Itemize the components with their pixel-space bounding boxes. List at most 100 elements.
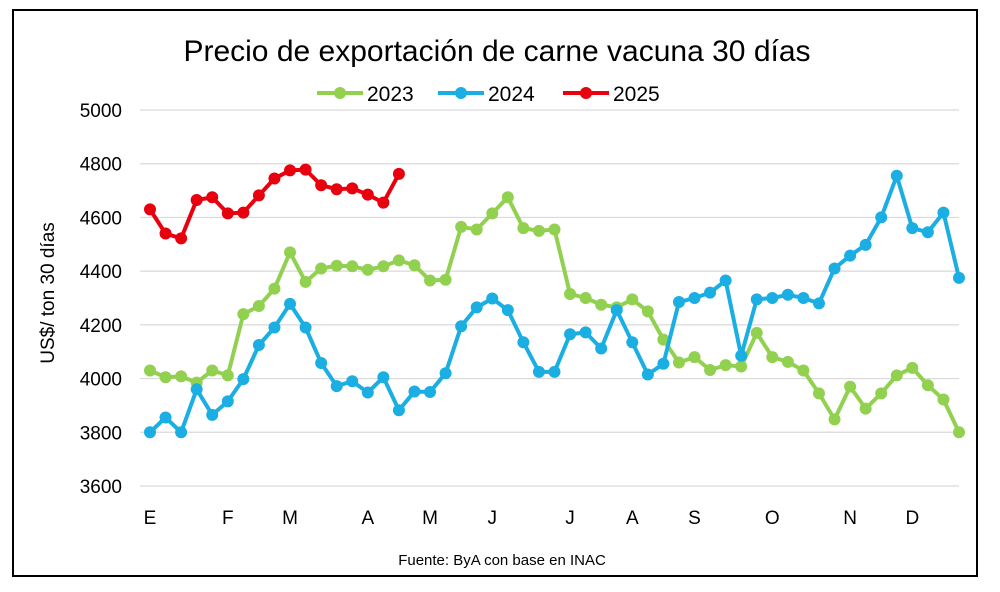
data-point-2024 [299,321,312,334]
series-line-2024 [148,173,961,435]
data-point-2023 [688,351,701,364]
data-point-2025 [144,203,156,216]
data-point-2024 [859,238,872,251]
data-point-2024 [844,249,857,262]
data-point-2024 [424,386,437,398]
data-point-2023 [797,364,810,377]
x-tick-label: S [688,508,701,529]
chart-frame: Precio de exportación de carne vacuna 30… [12,9,978,577]
x-tick-label: M [422,508,438,529]
data-point-2024 [937,206,950,219]
data-point-2023 [937,393,950,406]
data-point-2024 [657,357,670,370]
data-point-2025 [361,188,374,201]
x-tick-label: A [626,508,639,529]
data-point-2023 [828,413,841,426]
data-point-2024 [470,301,483,314]
data-point-2025 [206,191,219,204]
legend-item-2025: 2025 [563,83,660,106]
data-point-2024 [595,342,608,355]
data-point-2025 [190,193,203,206]
data-point-2024 [953,271,965,284]
x-tick-label: M [282,508,298,529]
data-point-2023 [641,305,654,318]
data-point-2023 [408,259,421,272]
data-point-2023 [657,333,670,346]
data-point-2025 [252,189,265,202]
data-point-2024 [159,411,172,424]
data-point-2024 [221,395,234,408]
data-point-2024 [548,365,561,378]
x-tick-label: J [488,508,498,529]
data-point-2023 [517,222,530,235]
data-point-2023 [439,273,452,286]
data-point-2024 [377,371,390,384]
data-point-2023 [672,356,685,369]
data-point-2023 [346,260,359,273]
data-point-2023 [361,263,374,276]
data-point-2023 [906,361,919,374]
data-point-2023 [704,363,717,376]
data-point-2023 [424,274,437,287]
y-tick-label: 4000 [80,370,122,391]
data-point-2024 [890,169,903,182]
data-point-2024 [688,292,701,304]
x-tick-label: J [565,508,575,529]
data-point-2023 [470,223,483,236]
data-point-2023 [844,380,857,393]
data-point-2023 [315,262,328,275]
legend-label: 2023 [367,83,414,106]
data-point-2024 [392,404,405,417]
data-point-2024 [641,368,654,381]
data-point-2024 [268,321,281,334]
data-point-2024 [750,293,763,306]
legend-label: 2024 [488,83,535,106]
data-point-2024 [719,274,732,287]
data-point-2023 [392,254,405,267]
data-point-2024 [439,367,452,380]
data-point-2023 [921,379,934,392]
data-point-2023 [268,282,281,295]
data-point-2024 [906,222,919,235]
data-point-2024 [875,211,888,224]
data-point-2025 [159,227,172,240]
x-tick-label: D [905,508,919,529]
series-layer [144,163,965,439]
x-tick-label: F [222,508,234,529]
data-point-2023 [237,308,250,321]
data-point-2023 [859,402,872,415]
x-tick-label: E [144,508,157,529]
source-note: Fuente: ByA con base en INAC [398,552,606,569]
data-point-2024 [408,385,421,398]
data-point-2024 [144,426,156,439]
data-point-2023 [377,260,390,273]
data-point-2024 [704,286,717,299]
y-tick-label: 3600 [80,477,122,498]
x-tick-label: N [843,508,857,529]
data-point-2024 [315,356,328,369]
data-point-2023 [735,360,748,373]
data-point-2023 [159,371,172,384]
data-point-2024 [781,288,794,301]
y-tick-label: 4400 [80,262,122,283]
legend-swatch-marker [455,87,467,99]
y-tick-label: 4600 [80,208,122,229]
data-point-2025 [268,172,281,185]
data-point-2023 [486,207,499,220]
data-point-2024 [766,292,779,304]
data-point-2023 [206,364,219,377]
data-point-2023 [532,224,545,237]
legend-item-2023: 2023 [317,83,414,106]
data-point-2024 [564,328,577,341]
data-point-2024 [579,326,592,339]
data-point-2023 [548,223,561,236]
data-point-2023 [812,387,825,400]
data-point-2023 [719,359,732,372]
chart-svg: Precio de exportación de carne vacuna 30… [38,35,965,569]
data-point-2025 [299,163,312,176]
x-tick-label: O [765,508,780,529]
data-point-2024 [175,426,188,439]
data-point-2024 [237,373,250,386]
chart-title: Precio de exportación de carne vacuna 30… [183,35,810,68]
